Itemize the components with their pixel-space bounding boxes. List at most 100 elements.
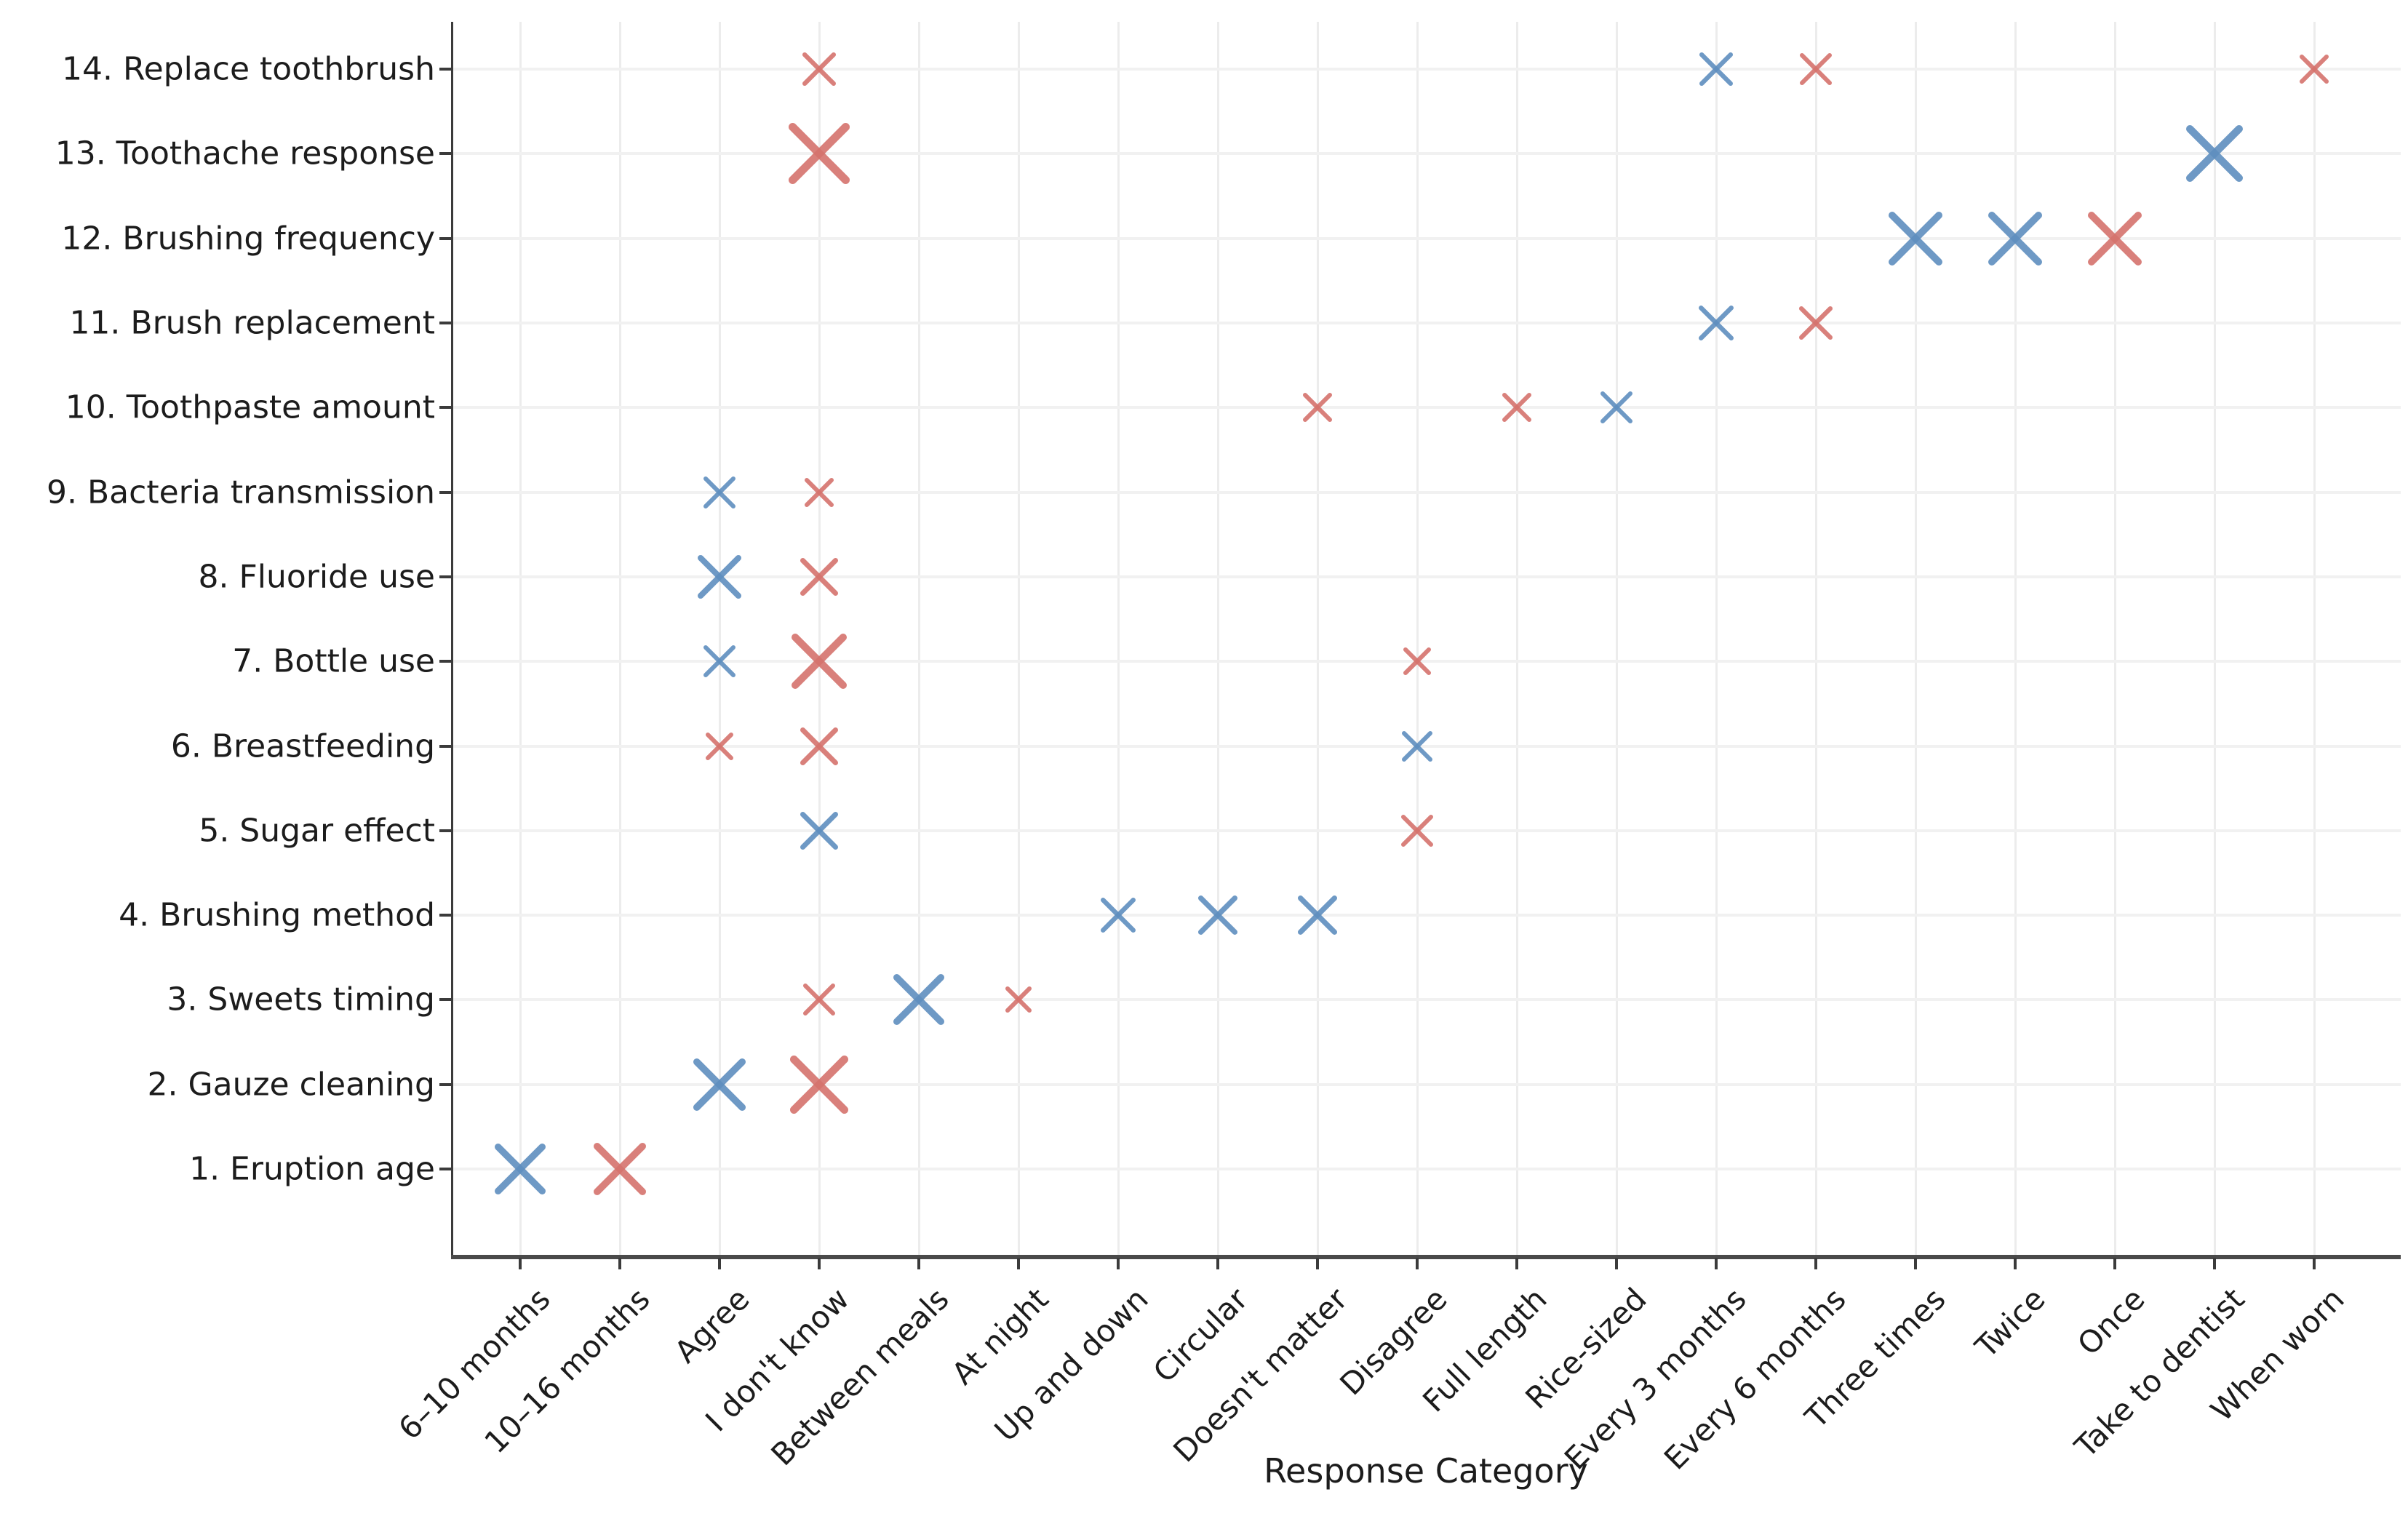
x-axis-tick [818, 1258, 821, 1269]
y-axis-tick [439, 1168, 451, 1170]
vertical-gridline [2114, 22, 2116, 1255]
y-tick-label: 13. Toothache response [55, 135, 435, 172]
vertical-gridline [619, 22, 621, 1255]
x-axis-tick [1117, 1258, 1120, 1269]
data-point-x-marker [804, 477, 834, 508]
data-point-x-marker [1798, 306, 1833, 340]
y-axis-tick [439, 660, 451, 663]
data-point-x-marker [1699, 52, 1734, 87]
y-tick-label: 7. Bottle use [232, 642, 435, 680]
data-point-x-marker [705, 732, 734, 761]
horizontal-gridline [451, 406, 2401, 410]
data-point-x-marker [693, 1058, 746, 1112]
data-point-x-marker [2299, 54, 2329, 84]
data-point-x-marker [788, 122, 850, 185]
horizontal-gridline [451, 322, 2401, 324]
horizontal-gridline [451, 152, 2401, 156]
y-axis-tick [439, 914, 451, 917]
data-point-x-marker [494, 1143, 546, 1195]
data-point-x-marker [1988, 211, 2043, 266]
y-axis-tick [439, 1082, 451, 1086]
data-point-x-marker [1400, 814, 1434, 847]
vertical-gridline [918, 22, 920, 1255]
data-point-x-marker [703, 476, 736, 509]
horizontal-gridline [451, 744, 2401, 748]
y-axis-tick [439, 152, 451, 156]
data-point-x-marker [1799, 52, 1833, 86]
x-axis-tick [618, 1258, 621, 1269]
y-tick-label: 9. Bacteria transmission [47, 474, 435, 511]
y-tick-label: 1. Eruption age [189, 1150, 435, 1188]
data-point-x-marker [2185, 124, 2244, 183]
vertical-gridline [1915, 22, 1917, 1255]
x-axis-tick [1316, 1258, 1319, 1269]
y-tick-label: 5. Sugar effect [199, 812, 435, 850]
x-axis-tick [718, 1258, 721, 1269]
x-axis-tick [1416, 1258, 1419, 1269]
data-point-x-marker [802, 52, 837, 87]
vertical-gridline [1616, 22, 1618, 1255]
x-tick-label: Doesn't matter [1166, 1281, 1355, 1469]
y-tick-label: 6. Breastfeeding [170, 727, 435, 765]
x-axis-tick [1017, 1258, 1020, 1269]
vertical-gridline [1715, 22, 1718, 1255]
horizontal-gridline [451, 575, 2401, 578]
y-tick-label: 10. Toothpaste amount [65, 388, 435, 426]
data-point-x-marker [703, 645, 736, 678]
x-tick-label: Twice [1968, 1281, 2052, 1365]
data-point-x-marker [697, 554, 742, 599]
data-point-x-marker [789, 1055, 849, 1114]
horizontal-gridline [451, 829, 2401, 832]
x-axis-tick [2014, 1258, 2017, 1269]
vertical-gridline [719, 22, 721, 1255]
data-point-x-marker [1005, 986, 1032, 1013]
y-axis-tick [439, 406, 451, 410]
data-point-x-marker [1197, 895, 1238, 935]
data-point-x-marker [800, 557, 839, 597]
x-tick-label: Every 6 months [1657, 1281, 1853, 1477]
y-tick-label: 2. Gauze cleaning [147, 1066, 435, 1104]
y-axis-tick [439, 998, 451, 1002]
y-axis-tick [439, 575, 451, 578]
y-axis-tick [439, 744, 451, 748]
vertical-gridline [2313, 22, 2316, 1255]
x-tick-label: Between meals [764, 1281, 956, 1473]
vertical-gridline [1416, 22, 1419, 1255]
horizontal-gridline [451, 1168, 2401, 1170]
vertical-gridline [1117, 22, 1120, 1255]
horizontal-gridline [451, 236, 2401, 240]
x-axis-spine [451, 1255, 2401, 1259]
x-axis-tick [1515, 1258, 1518, 1269]
data-point-x-marker [1600, 391, 1633, 424]
y-tick-label: 8. Fluoride use [198, 558, 436, 596]
vertical-gridline [519, 22, 522, 1255]
y-axis-tick [439, 68, 451, 71]
vertical-gridline [1815, 22, 1817, 1255]
data-point-x-marker [1302, 392, 1333, 423]
data-point-x-marker [1698, 305, 1734, 341]
y-axis-tick [439, 829, 451, 832]
data-point-x-marker [800, 811, 839, 850]
y-axis-tick [439, 236, 451, 240]
y-tick-label: 12. Brushing frequency [61, 220, 435, 258]
horizontal-gridline [451, 660, 2401, 663]
x-axis-tick [1216, 1258, 1219, 1269]
data-point-x-marker [893, 973, 945, 1026]
x-axis-tick [2113, 1258, 2116, 1269]
y-tick-label: 14. Replace toothbrush [62, 50, 435, 88]
x-tick-label: Every 3 months [1557, 1281, 1753, 1477]
data-point-x-marker [1100, 897, 1136, 933]
x-axis-tick [1914, 1258, 1917, 1269]
data-point-x-marker [593, 1142, 647, 1196]
vertical-gridline [2214, 22, 2216, 1255]
y-tick-label: 4. Brushing method [119, 896, 435, 934]
horizontal-gridline [451, 914, 2401, 917]
vertical-gridline [818, 22, 821, 1255]
horizontal-gridline [451, 1082, 2401, 1086]
x-axis-tick [2313, 1258, 2316, 1269]
data-point-x-marker [1403, 647, 1432, 676]
data-point-x-marker [791, 633, 848, 690]
x-tick-label: Agree [667, 1281, 757, 1370]
x-axis-tick [1615, 1258, 1618, 1269]
x-tick-label: Once [2070, 1281, 2152, 1363]
